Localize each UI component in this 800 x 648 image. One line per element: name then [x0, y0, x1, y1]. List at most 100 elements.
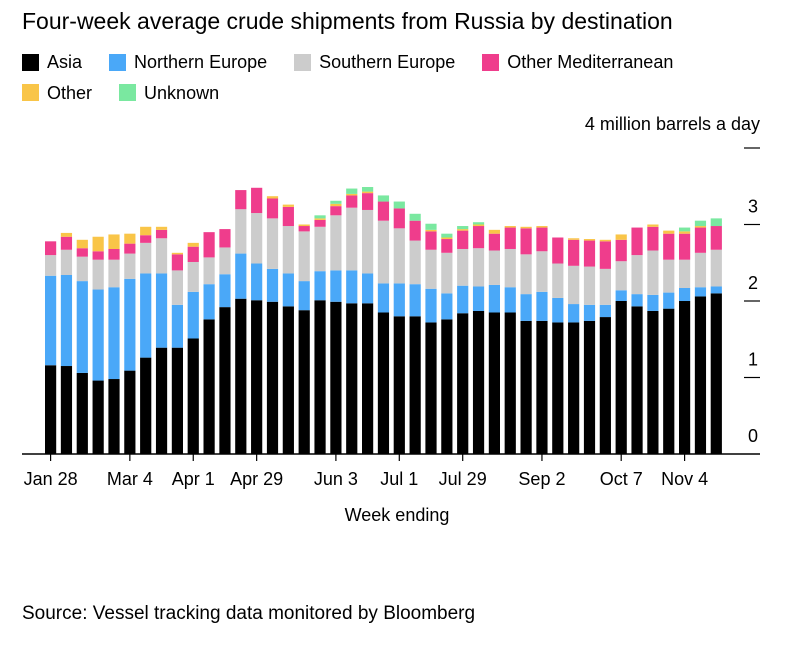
bar-segment-southern-europe-12 [235, 209, 247, 254]
bar-segment-northern-europe-32 [552, 297, 564, 323]
bar-segment-asia-21 [377, 312, 390, 455]
bar-segment-asia-13 [251, 300, 263, 454]
legend-item-unknown: Unknown [119, 79, 219, 107]
bar-segment-northern-europe-26 [457, 285, 469, 314]
bar-segment-northern-europe-14 [266, 268, 279, 302]
legend-swatch-southern-europe [294, 53, 312, 71]
bar-segment-northern-europe-25 [441, 293, 453, 320]
legend-label-unknown: Unknown [144, 82, 220, 103]
bar-segment-asia-36 [615, 301, 627, 454]
bar-segment-asia-29 [504, 312, 516, 455]
bar-segment-asia-42 [710, 293, 722, 454]
bar-segment-asia-20 [362, 303, 374, 454]
bar-segment-other-5 [124, 233, 136, 244]
x-tick-label-oct-7: Oct 7 [600, 469, 643, 489]
bar-segment-other-2 [76, 239, 88, 249]
x-axis: Jan 28 Mar 4 Apr 1 Apr 29 Jun 3 Jul 1 Jul 29 Se… [22, 453, 760, 489]
bar-segment-northern-europe-18 [330, 270, 342, 302]
bar-segment-other-mediterranean-38 [647, 226, 659, 251]
bar-segment-southern-europe-24 [425, 249, 437, 289]
x-tick-label-apr-1: Apr 1 [172, 469, 215, 489]
bar-segment-northern-europe-31 [536, 291, 548, 321]
bar-segment-southern-europe-5 [124, 253, 136, 279]
bar-segment-asia-2 [76, 372, 88, 454]
legend-label-southern-europe: Southern Europe [319, 52, 456, 72]
bar-segment-northern-europe-33 [568, 304, 580, 323]
legend-label-asia: Asia [47, 52, 83, 72]
bar-segment-southern-europe-15 [282, 226, 294, 274]
bar-segment-other-35 [599, 239, 611, 242]
bar-segment-southern-europe-1 [60, 249, 73, 275]
bar-segment-northern-europe-29 [504, 287, 516, 313]
legend-swatch-unknown [119, 84, 137, 101]
bar-segment-other-27 [472, 224, 485, 227]
bar-segment-asia-6 [140, 357, 152, 454]
bar-segment-other-28 [488, 229, 500, 234]
bar-segment-other-38 [647, 224, 659, 227]
legend-label-other-mediterranean: Other Mediterranean [507, 52, 674, 72]
x-tick-label-jun-3: Jun 3 [314, 469, 358, 489]
bar-segment-southern-europe-27 [472, 248, 485, 287]
bar-segment-other-15 [282, 204, 294, 207]
bar-segment-southern-europe-3 [92, 259, 104, 290]
bar-segment-southern-europe-26 [457, 248, 469, 286]
bar-segment-asia-11 [219, 307, 231, 454]
bar-segment-other-41 [694, 226, 707, 228]
bar-segment-other-8 [171, 252, 183, 255]
bar-segment-southern-europe-17 [314, 226, 326, 272]
chart-title: Four-week average crude shipments from R… [22, 8, 673, 34]
bar-segment-northern-europe-41 [694, 287, 707, 297]
bar-segment-other-39 [663, 230, 675, 234]
bar-segment-other-mediterranean-12 [235, 190, 247, 210]
bar-segment-other-mediterranean-30 [520, 228, 532, 255]
bar-segment-other-mediterranean-7 [155, 229, 168, 239]
bar-segment-southern-europe-42 [710, 249, 722, 287]
bar-segment-southern-europe-19 [346, 207, 358, 271]
legend-label-other: Other [47, 82, 93, 103]
bar-segment-other-1 [60, 232, 73, 237]
x-axis-title: Week ending [345, 505, 450, 525]
bar-segment-other-4 [108, 234, 120, 249]
bar-segment-asia-14 [266, 301, 279, 454]
bar-segment-asia-35 [599, 317, 611, 454]
bar-segment-other-mediterranean-31 [536, 227, 548, 252]
bar-segment-southern-europe-13 [251, 213, 263, 264]
bar-segment-other-24 [425, 229, 437, 232]
bar-segment-unknown-25 [441, 233, 453, 238]
bar-segment-other-9 [187, 242, 199, 247]
bar-segment-northern-europe-34 [583, 304, 596, 321]
bar-segment-other-mediterranean-15 [282, 206, 294, 227]
bar-segment-northern-europe-2 [76, 281, 88, 373]
bar-segment-other-18 [330, 203, 342, 207]
bar-segment-southern-europe-33 [568, 265, 580, 305]
bar-segment-other-mediterranean-35 [599, 241, 611, 269]
bar-segment-southern-europe-32 [552, 263, 564, 298]
bar-segment-southern-europe-7 [155, 238, 168, 274]
bar-segment-asia-33 [568, 322, 580, 454]
bar-segment-southern-europe-8 [171, 270, 183, 305]
legend-item-southern-europe: Southern Europe [294, 48, 455, 76]
bar-segment-other-29 [504, 226, 516, 228]
y-tick-label-1: 1 [748, 350, 758, 370]
x-tick-label-jan-28: Jan 28 [24, 469, 78, 489]
bar-segment-other-mediterranean-34 [583, 240, 596, 267]
bar-segment-asia-24 [425, 322, 437, 454]
bar-segment-asia-23 [409, 316, 421, 454]
bar-segment-other-40 [679, 231, 691, 234]
bar-segment-southern-europe-18 [330, 215, 342, 271]
bar-segment-northern-europe-19 [346, 270, 358, 304]
legend-item-other: Other [22, 79, 92, 107]
bar-segment-asia-31 [536, 320, 548, 454]
bar-segment-other-mediterranean-25 [441, 239, 453, 253]
bar-segment-other-mediterranean-8 [171, 254, 183, 271]
bar-segment-other-6 [140, 226, 152, 236]
bar-segment-unknown-41 [694, 220, 707, 227]
bar-segment-southern-europe-23 [409, 240, 421, 285]
bar-segment-other-mediterranean-5 [124, 243, 136, 254]
bar-segment-other-3 [92, 236, 104, 252]
bar-segment-asia-19 [346, 303, 358, 454]
bar-segment-other-mediterranean-13 [251, 187, 263, 214]
bar-segment-asia-26 [457, 313, 469, 454]
x-tick-label-sep-2: Sep 2 [518, 469, 565, 489]
